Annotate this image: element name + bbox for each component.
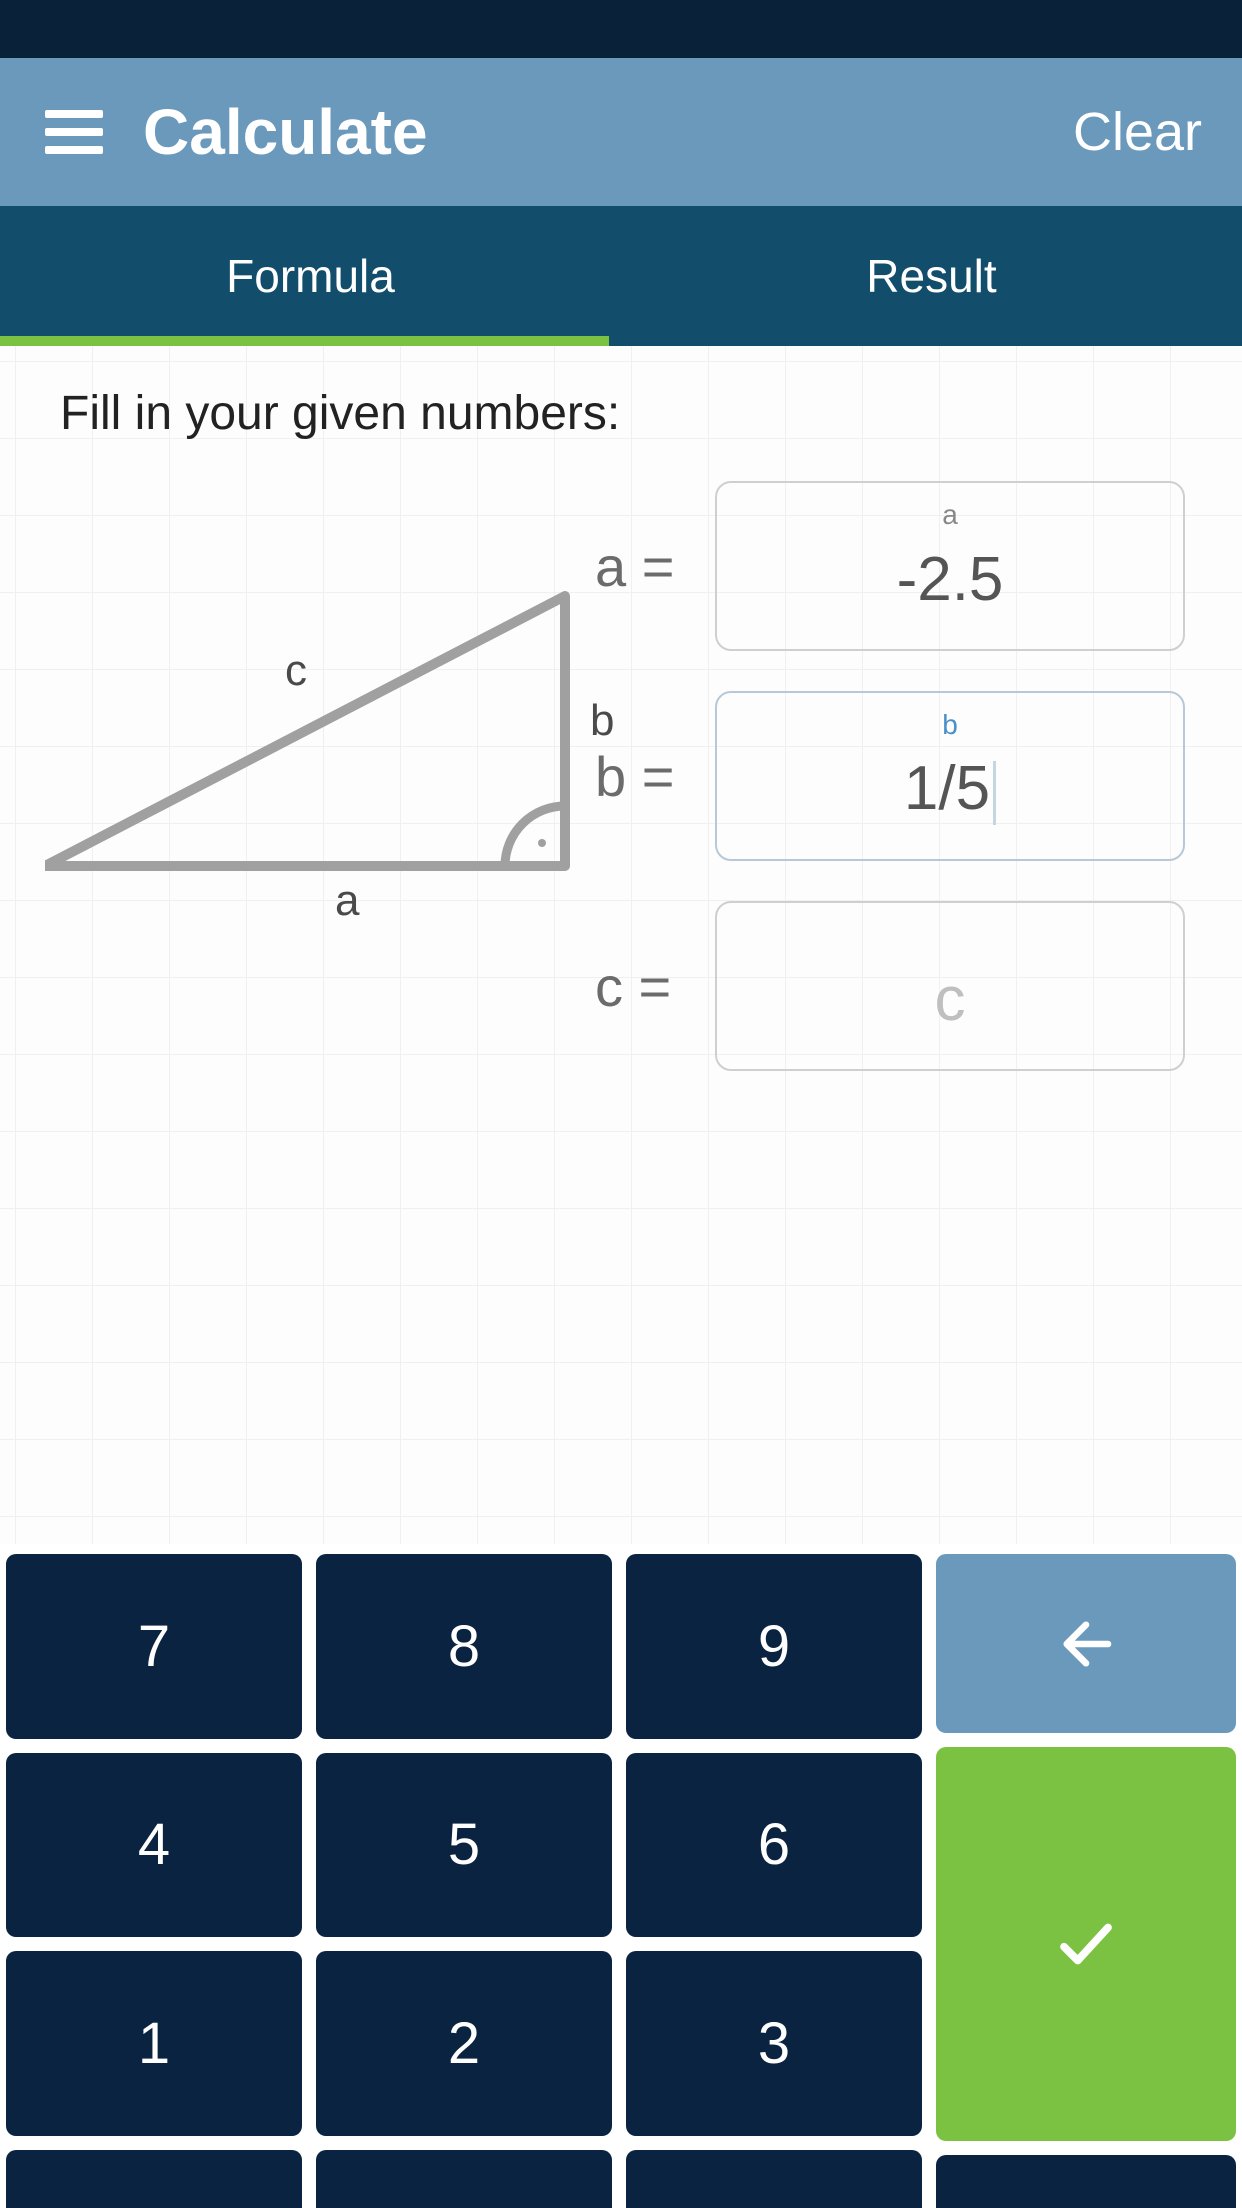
- menu-icon[interactable]: [45, 110, 103, 154]
- input-field-a[interactable]: a -2.5: [715, 481, 1185, 651]
- input-field-c[interactable]: c: [715, 901, 1185, 1071]
- key-minus[interactable]: -: [936, 2155, 1236, 2208]
- float-label-b: b: [942, 709, 958, 741]
- key-decimal[interactable]: .: [316, 2150, 612, 2208]
- input-row-b: b = b 1/5: [595, 686, 1185, 866]
- key-6[interactable]: 6: [626, 1753, 922, 1938]
- tab-result[interactable]: Result: [621, 206, 1242, 346]
- clear-button[interactable]: Clear: [1073, 101, 1202, 163]
- key-5[interactable]: 5: [316, 1753, 612, 1938]
- triangle-diagram: a b c: [45, 586, 585, 886]
- keypad-numbers: 7 8 9 4 5 6 1 2 3 0 . /: [6, 1554, 922, 2208]
- key-backspace[interactable]: [936, 1554, 1236, 1733]
- inputs-column: a = a -2.5 b = b 1/5 c = c: [595, 476, 1185, 1106]
- page-title: Calculate: [143, 95, 1073, 169]
- triangle-label-a: a: [335, 876, 359, 926]
- status-bar: [0, 0, 1242, 58]
- tab-indicator: [0, 336, 609, 346]
- key-submit[interactable]: [936, 1747, 1236, 2141]
- key-0[interactable]: 0: [6, 2150, 302, 2208]
- content-area: Fill in your given numbers: a b c a = a …: [0, 346, 1242, 1544]
- keypad: 7 8 9 4 5 6 1 2 3 0 . /: [0, 1544, 1242, 2208]
- input-field-b[interactable]: b 1/5: [715, 691, 1185, 861]
- key-2[interactable]: 2: [316, 1951, 612, 2136]
- instruction-text: Fill in your given numbers:: [60, 386, 1182, 441]
- input-label-b: b =: [595, 744, 715, 809]
- float-label-a: a: [942, 499, 958, 531]
- input-placeholder-c: c: [935, 938, 966, 1035]
- input-label-c: c =: [595, 954, 715, 1019]
- tabs: Formula Result: [0, 206, 1242, 346]
- key-8[interactable]: 8: [316, 1554, 612, 1739]
- input-label-a: a =: [595, 534, 715, 599]
- key-slash[interactable]: /: [626, 2150, 922, 2208]
- triangle-label-c: c: [285, 646, 307, 696]
- input-value-a: -2.5: [897, 518, 1004, 615]
- input-value-b: 1/5: [904, 727, 996, 825]
- key-4[interactable]: 4: [6, 1753, 302, 1938]
- key-7[interactable]: 7: [6, 1554, 302, 1739]
- key-1[interactable]: 1: [6, 1951, 302, 2136]
- tab-formula[interactable]: Formula: [0, 206, 621, 346]
- key-3[interactable]: 3: [626, 1951, 922, 2136]
- check-icon: [1053, 1911, 1119, 1977]
- input-row-c: c = c: [595, 896, 1185, 1076]
- keypad-side: -: [936, 1554, 1236, 2208]
- key-9[interactable]: 9: [626, 1554, 922, 1739]
- input-row-a: a = a -2.5: [595, 476, 1185, 656]
- header: Calculate Clear: [0, 58, 1242, 206]
- backspace-icon: [1053, 1611, 1119, 1677]
